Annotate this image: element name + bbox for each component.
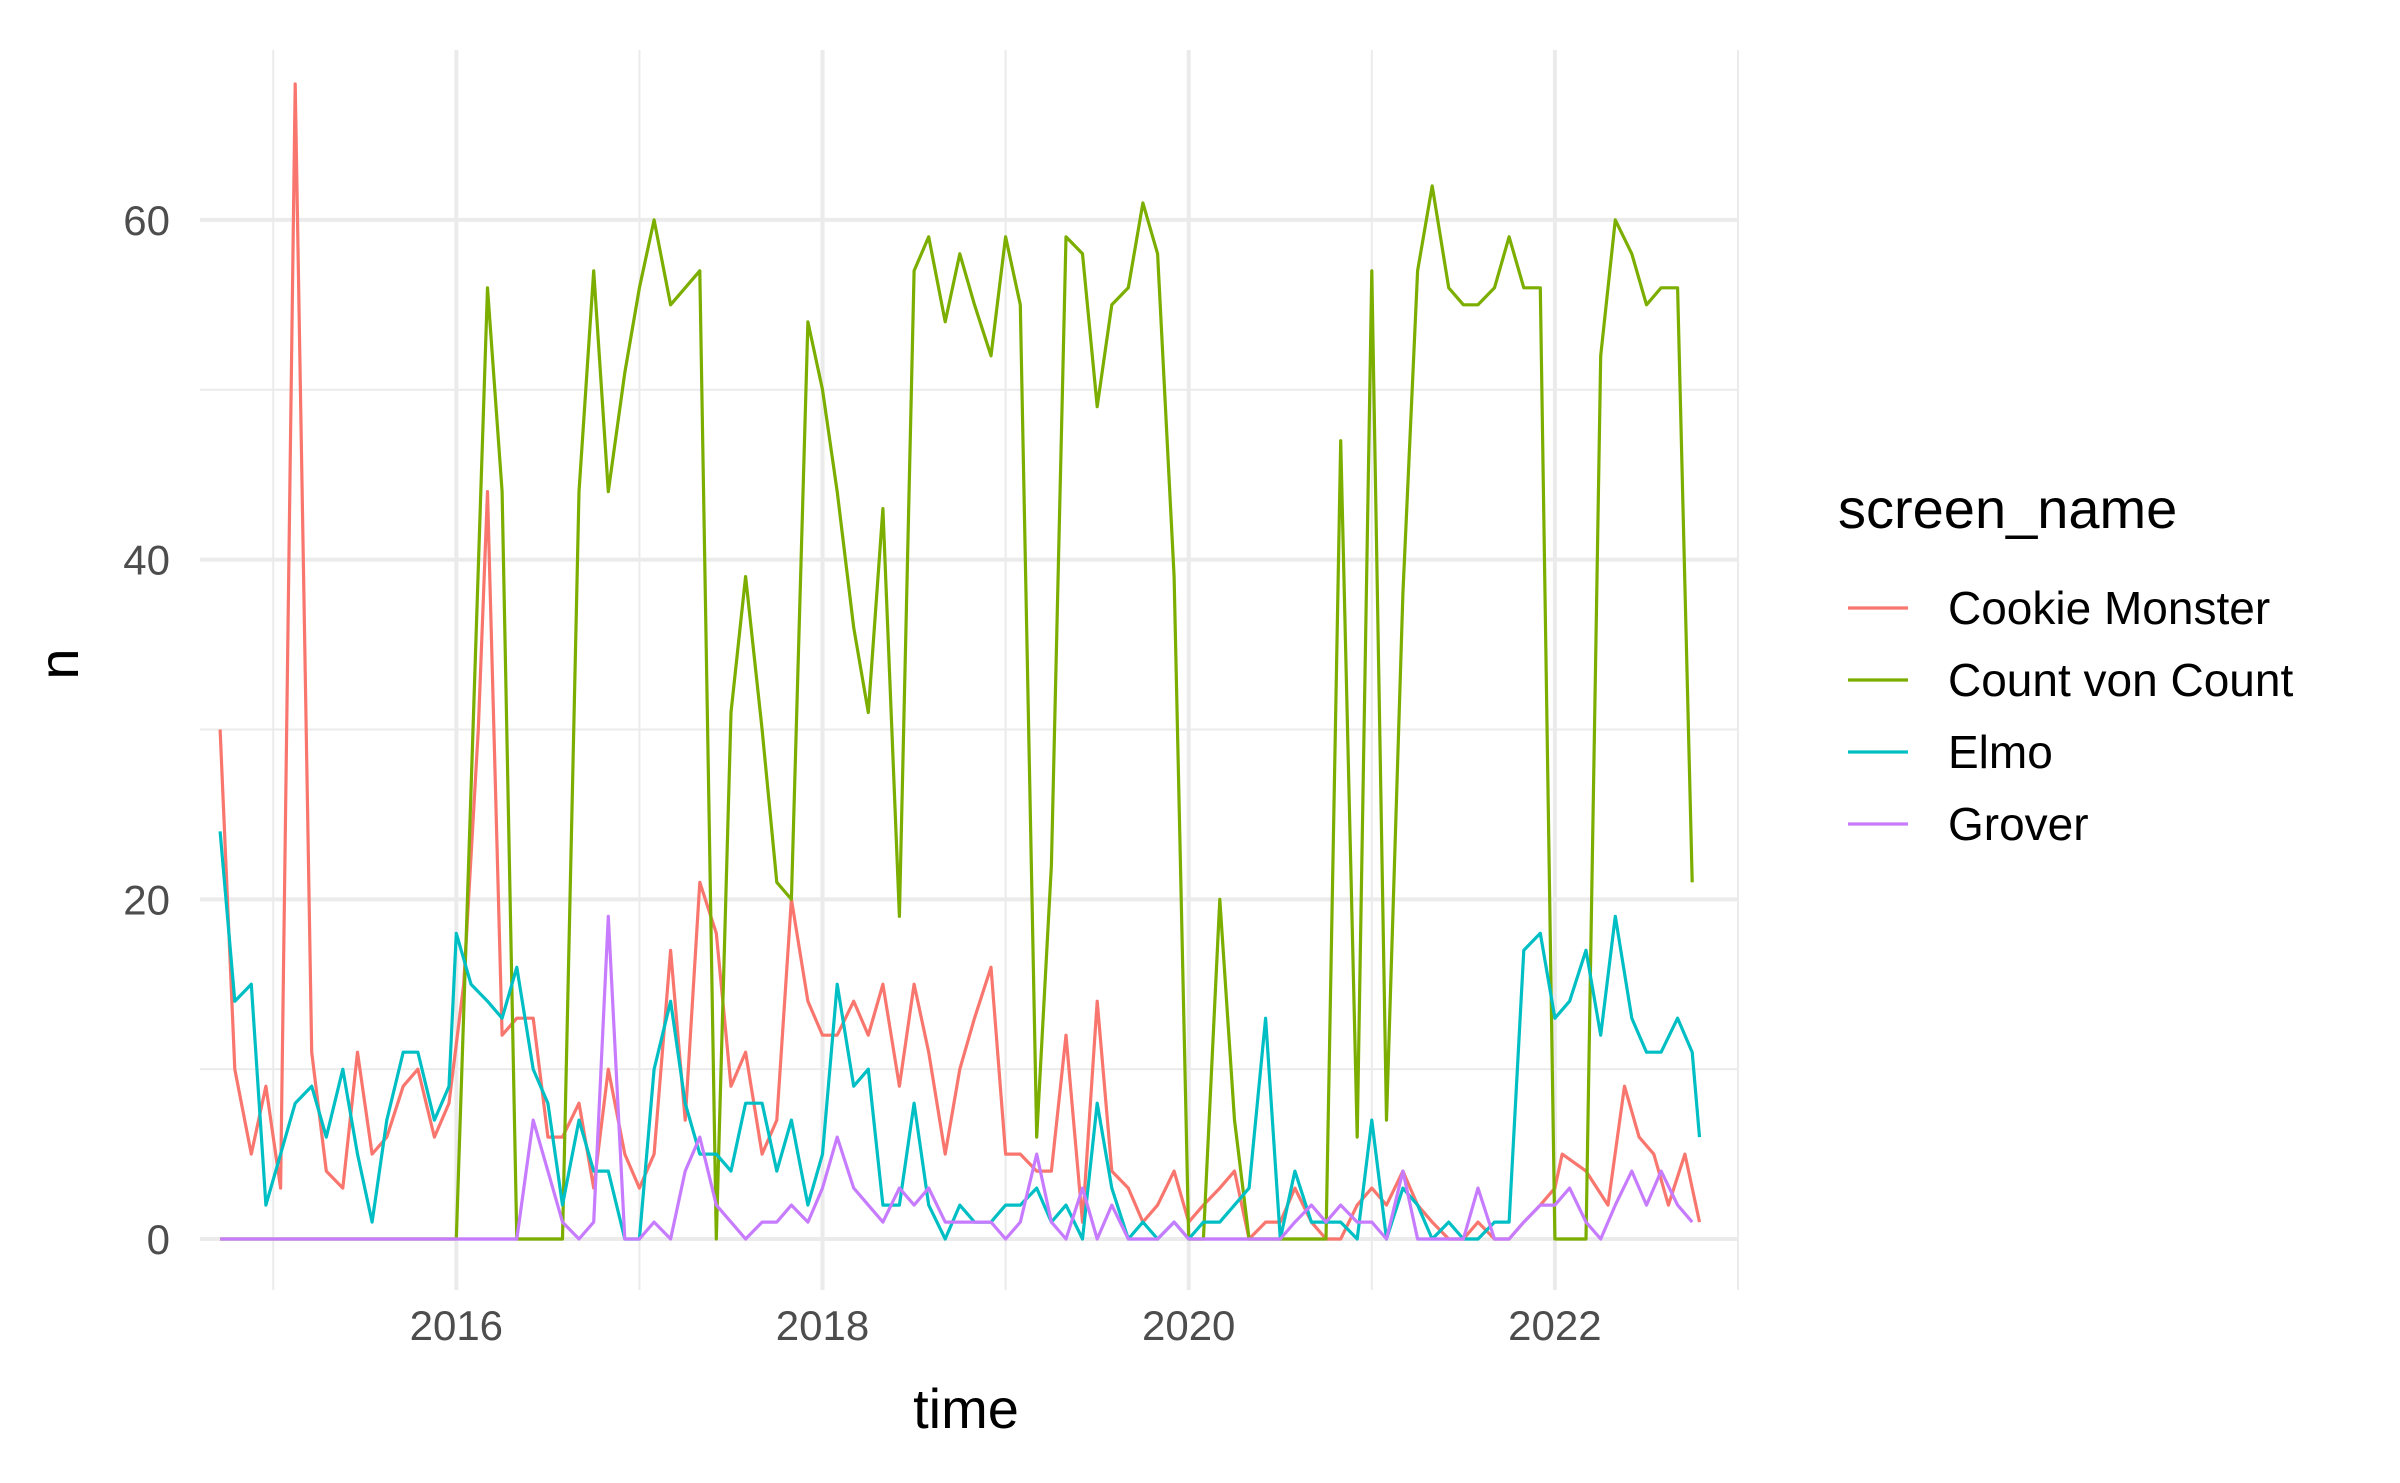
x-tick-label: 2018 — [776, 1302, 869, 1349]
legend-label: Grover — [1948, 798, 2089, 850]
major-gridlines — [200, 50, 1738, 1290]
y-axis-tick-labels: 0 20 40 60 — [123, 197, 170, 1263]
series-line-elmo — [218, 831, 1702, 1241]
legend-label: Cookie Monster — [1948, 582, 2270, 634]
y-tick-label: 40 — [123, 537, 170, 584]
legend-items: Cookie Monster Count von Count Elmo Grover — [1848, 582, 2293, 850]
x-tick-label: 2020 — [1142, 1302, 1235, 1349]
legend-label: Elmo — [1948, 726, 2053, 778]
x-axis-title: time — [913, 1377, 1019, 1440]
y-axis-title: n — [27, 648, 90, 679]
legend-label: Count von Count — [1948, 654, 2293, 706]
x-tick-label: 2016 — [410, 1302, 503, 1349]
x-axis-tick-labels: 2016 2018 2020 2022 — [410, 1302, 1602, 1349]
series-lines — [218, 82, 1702, 1241]
y-tick-label: 20 — [123, 876, 170, 923]
legend: screen_name Cookie Monster Count von Coun… — [1838, 477, 2293, 850]
y-tick-label: 0 — [147, 1216, 170, 1263]
series-line-grover — [220, 914, 1694, 1241]
legend-title: screen_name — [1838, 477, 2177, 540]
x-tick-label: 2022 — [1508, 1302, 1601, 1349]
series-line-count-von-count — [220, 184, 1694, 1241]
y-tick-label: 60 — [123, 197, 170, 244]
